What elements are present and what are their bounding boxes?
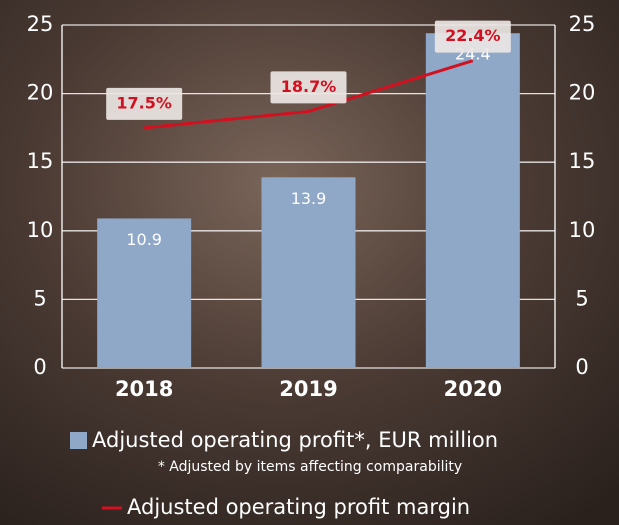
x-tick-label: 2018 — [115, 377, 173, 401]
line-value-label: 22.4% — [445, 26, 501, 45]
bar — [261, 177, 356, 368]
x-tick-label: 2020 — [444, 377, 502, 401]
y-tick-label: 10 — [27, 218, 54, 242]
y2-tick-label: 5 — [575, 286, 588, 310]
y-tick-label: 25 — [27, 12, 54, 36]
y2-tick-label: 0 — [575, 355, 588, 379]
legend: Adjusted operating profit*, EUR million … — [70, 428, 498, 519]
footnote: * Adjusted by items affecting comparabil… — [158, 459, 462, 475]
legend-label: Adjusted operating profit margin — [127, 495, 470, 519]
y2-tick-label: 15 — [569, 149, 596, 173]
y2-tick-label: 25 — [569, 12, 596, 36]
x-tick-label: 2019 — [279, 377, 337, 401]
y-tick-label: 0 — [33, 355, 46, 379]
legend-swatch — [70, 432, 87, 449]
bar — [97, 218, 192, 368]
y2-tick-label: 20 — [569, 81, 596, 105]
line — [144, 59, 474, 130]
legend-label: Adjusted operating profit*, EUR million — [92, 428, 498, 452]
value-label-box — [270, 71, 347, 104]
y-tick-label: 5 — [33, 286, 46, 310]
value-label-box — [434, 20, 511, 53]
line-value-label: 17.5% — [116, 93, 172, 112]
bar — [425, 33, 520, 369]
value-label-box — [106, 87, 183, 120]
bar-value-label: 10.9 — [126, 230, 162, 249]
bar-value-label: 13.9 — [291, 189, 327, 208]
y2-tick-label: 10 — [569, 218, 596, 242]
y-tick-label: 20 — [27, 81, 54, 105]
y-tick-label: 15 — [27, 149, 54, 173]
line-value-label: 18.7% — [281, 77, 337, 96]
